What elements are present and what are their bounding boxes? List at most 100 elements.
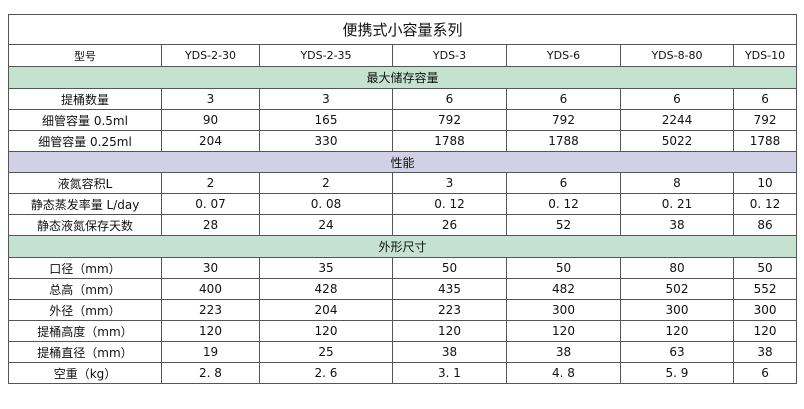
table-cell: 6 — [392, 88, 507, 110]
model-name: YDS-10 — [732, 44, 798, 67]
table-cell: 50 — [732, 257, 798, 279]
table-row: 提桶直径（mm） 19 25 38 38 63 38 — [8, 341, 798, 363]
table-cell: 0. 12 — [732, 193, 798, 215]
table-cell: 2 — [259, 172, 393, 194]
table-cell: 35 — [259, 257, 393, 279]
table-cell: 52 — [506, 214, 621, 236]
table-cell: 204 — [259, 299, 393, 321]
row-label: 细管容量 0.5ml — [8, 109, 162, 131]
table-cell: 300 — [732, 299, 798, 321]
table-row: 提桶数量 3 3 6 6 6 6 — [8, 88, 798, 110]
table-cell: 792 — [506, 109, 621, 131]
section-title: 外形尺寸 — [7, 235, 798, 258]
table-cell: 24 — [259, 214, 393, 236]
table-cell: 435 — [392, 278, 507, 300]
table-cell: 482 — [506, 278, 621, 300]
table-row: 细管容量 0.25ml 204 330 1788 1788 5022 1788 — [8, 130, 798, 152]
spec-table-body: 便携式小容量系列 型号 YDS-2-30 YDS-2-35 YDS-3 YDS-… — [7, 14, 798, 384]
table-cell: 0. 21 — [620, 193, 734, 215]
table-cell: 26 — [392, 214, 507, 236]
section-header-row: 最大储存容量 — [7, 66, 798, 89]
table-row: 细管容量 0.5ml 90 165 792 792 2244 792 — [8, 109, 798, 131]
table-cell: 6 — [506, 172, 621, 194]
table-row: 提桶高度（mm） 120 120 120 120 120 120 — [8, 320, 798, 342]
table-cell: 38 — [506, 341, 621, 363]
section-header-row: 性能 — [7, 151, 798, 173]
table-cell: 120 — [620, 320, 734, 342]
row-label: 提桶高度（mm） — [8, 320, 162, 342]
model-name: YDS-2-35 — [259, 44, 393, 67]
row-label: 提桶数量 — [8, 88, 162, 110]
table-cell: 0. 08 — [259, 193, 393, 215]
table-cell: 50 — [392, 257, 507, 279]
row-label: 提桶直径（mm） — [8, 341, 162, 363]
table-cell: 5022 — [620, 130, 734, 152]
table-cell: 25 — [259, 341, 393, 363]
table-cell: 38 — [620, 214, 734, 236]
row-label: 口径（mm） — [8, 257, 162, 279]
table-cell: 204 — [161, 130, 260, 152]
table-cell: 428 — [259, 278, 393, 300]
table-cell: 6 — [620, 88, 734, 110]
table-cell: 330 — [259, 130, 393, 152]
table-cell: 120 — [506, 320, 621, 342]
table-row: 液氮容积L 2 2 3 6 8 10 — [8, 172, 798, 194]
table-cell: 3 — [259, 88, 393, 110]
table-cell: 792 — [392, 109, 507, 131]
table-cell: 86 — [732, 214, 798, 236]
table-cell: 5. 9 — [620, 362, 734, 384]
table-cell: 4. 8 — [506, 362, 621, 384]
table-cell: 1788 — [392, 130, 507, 152]
row-label: 总高（mm） — [8, 278, 162, 300]
table-cell: 120 — [732, 320, 798, 342]
spec-table-container: 便携式小容量系列 型号 YDS-2-30 YDS-2-35 YDS-3 YDS-… — [7, 14, 798, 384]
table-cell: 0. 12 — [392, 193, 507, 215]
table-cell: 2. 8 — [161, 362, 260, 384]
table-cell: 6 — [732, 362, 798, 384]
table-cell: 792 — [732, 109, 798, 131]
table-cell: 38 — [392, 341, 507, 363]
image-bottom-edge — [0, 398, 804, 409]
table-cell: 50 — [506, 257, 621, 279]
row-label: 液氮容积L — [8, 172, 162, 194]
model-name: YDS-2-30 — [161, 44, 260, 67]
table-row: 口径（mm） 30 35 50 50 80 50 — [8, 257, 798, 279]
table-cell: 120 — [161, 320, 260, 342]
table-cell: 120 — [259, 320, 393, 342]
table-cell: 3 — [392, 172, 507, 194]
table-cell: 38 — [732, 341, 798, 363]
section-title: 最大储存容量 — [7, 66, 798, 89]
section-header-row: 外形尺寸 — [7, 235, 798, 258]
table-cell: 30 — [161, 257, 260, 279]
model-name: YDS-6 — [506, 44, 621, 67]
table-cell: 8 — [620, 172, 734, 194]
table-cell: 552 — [732, 278, 798, 300]
table-row: 总高（mm） 400 428 435 482 502 552 — [8, 278, 798, 300]
table-cell: 223 — [161, 299, 260, 321]
table-row: 静态蒸发率量 L/day 0. 07 0. 08 0. 12 0. 12 0. 21 0. … — [8, 193, 798, 215]
table-cell: 2 — [161, 172, 260, 194]
table-cell: 63 — [620, 341, 734, 363]
table-cell: 1788 — [732, 130, 798, 152]
table-cell: 502 — [620, 278, 734, 300]
model-name: YDS-8-80 — [620, 44, 734, 67]
table-cell: 3. 1 — [392, 362, 507, 384]
table-cell: 19 — [161, 341, 260, 363]
table-title: 便携式小容量系列 — [7, 14, 798, 45]
table-cell: 10 — [732, 172, 798, 194]
table-cell: 0. 12 — [506, 193, 621, 215]
table-row: 外径（mm） 223 204 223 300 300 300 — [8, 299, 798, 321]
section-title: 性能 — [7, 151, 798, 173]
table-cell: 300 — [506, 299, 621, 321]
model-name: YDS-3 — [392, 44, 507, 67]
table-cell: 300 — [620, 299, 734, 321]
row-label: 静态蒸发率量 L/day — [8, 193, 162, 215]
row-label: 空重（kg） — [8, 362, 162, 384]
table-cell: 1788 — [506, 130, 621, 152]
table-cell: 223 — [392, 299, 507, 321]
header-row: 型号 YDS-2-30 YDS-2-35 YDS-3 YDS-6 YDS-8-8… — [8, 44, 798, 67]
table-cell: 90 — [161, 109, 260, 131]
header-label: 型号 — [8, 44, 162, 67]
table-cell: 0. 07 — [161, 193, 260, 215]
